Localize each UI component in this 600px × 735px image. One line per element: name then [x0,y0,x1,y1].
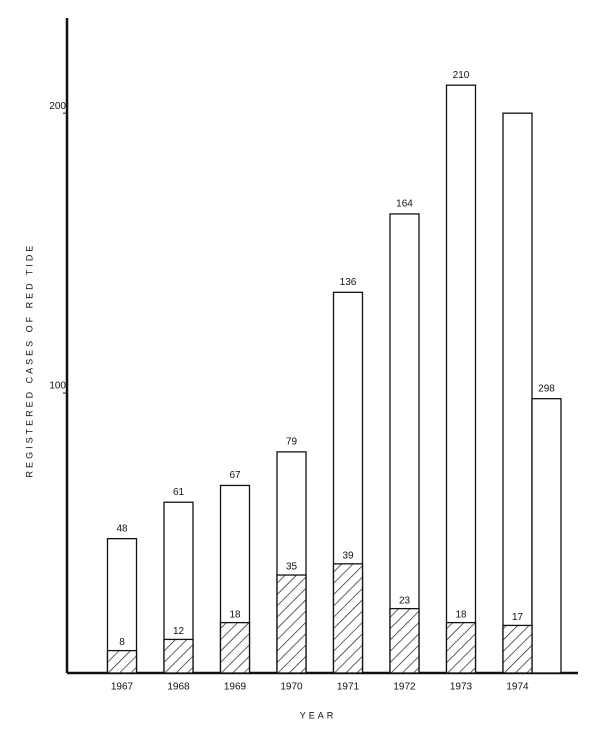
value-label: 210 [453,70,470,81]
hatched-bar [502,624,533,674]
bar-overflow [531,398,562,674]
x-tick-label: 1970 [280,682,303,693]
hatched-bar [445,621,477,674]
bar [502,112,533,674]
value-label: 35 [286,562,298,573]
value-label: 164 [396,199,413,210]
y-tick-label: 100 [49,381,66,392]
y-axis-title: REGISTERED CASES OF RED TIDE [24,243,34,478]
hatched-bar [332,563,364,674]
x-tick-label: 1967 [111,682,134,693]
x-tick-label: 1969 [224,682,247,693]
value-label: 12 [173,626,185,637]
x-tick-label: 1972 [393,682,416,693]
hatched-bar [389,607,420,674]
y-tick-label: 200 [49,101,66,112]
value-label: 136 [340,277,357,288]
value-label: 48 [116,523,128,534]
x-tick-label: 1973 [450,682,473,693]
bar [445,84,477,674]
value-label: 67 [229,470,241,481]
hatched-bar [219,621,251,674]
bar [389,213,420,674]
value-label: 18 [229,609,241,620]
value-label: 39 [342,550,354,561]
value-label: 61 [173,487,185,498]
value-label: 79 [286,437,298,448]
value-label: 8 [119,637,125,648]
value-label: 17 [512,612,524,623]
value-label: 18 [455,609,467,620]
x-tick-label: 1971 [337,682,360,693]
value-label: 23 [399,595,411,606]
hatched-bar [106,649,138,674]
x-tick-label: 1968 [167,682,190,693]
x-axis-title: YEAR [300,710,337,720]
value-label: 298 [538,383,555,394]
hatched-bar [276,574,307,674]
x-tick-label: 1974 [506,682,529,693]
hatched-bar [163,638,194,674]
